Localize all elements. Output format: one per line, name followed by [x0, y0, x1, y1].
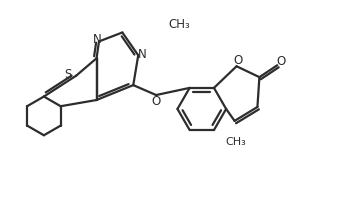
Text: CH₃: CH₃	[168, 18, 190, 31]
Text: CH₃: CH₃	[225, 137, 246, 147]
Text: N: N	[138, 48, 146, 61]
Text: N: N	[93, 33, 101, 46]
Text: O: O	[277, 55, 286, 68]
Text: O: O	[152, 95, 161, 108]
Text: S: S	[64, 68, 71, 81]
Text: O: O	[233, 54, 242, 67]
